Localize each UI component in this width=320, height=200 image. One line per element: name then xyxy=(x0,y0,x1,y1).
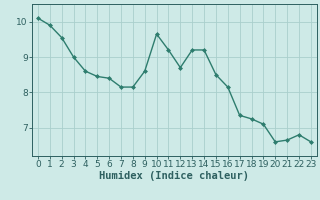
X-axis label: Humidex (Indice chaleur): Humidex (Indice chaleur) xyxy=(100,171,249,181)
